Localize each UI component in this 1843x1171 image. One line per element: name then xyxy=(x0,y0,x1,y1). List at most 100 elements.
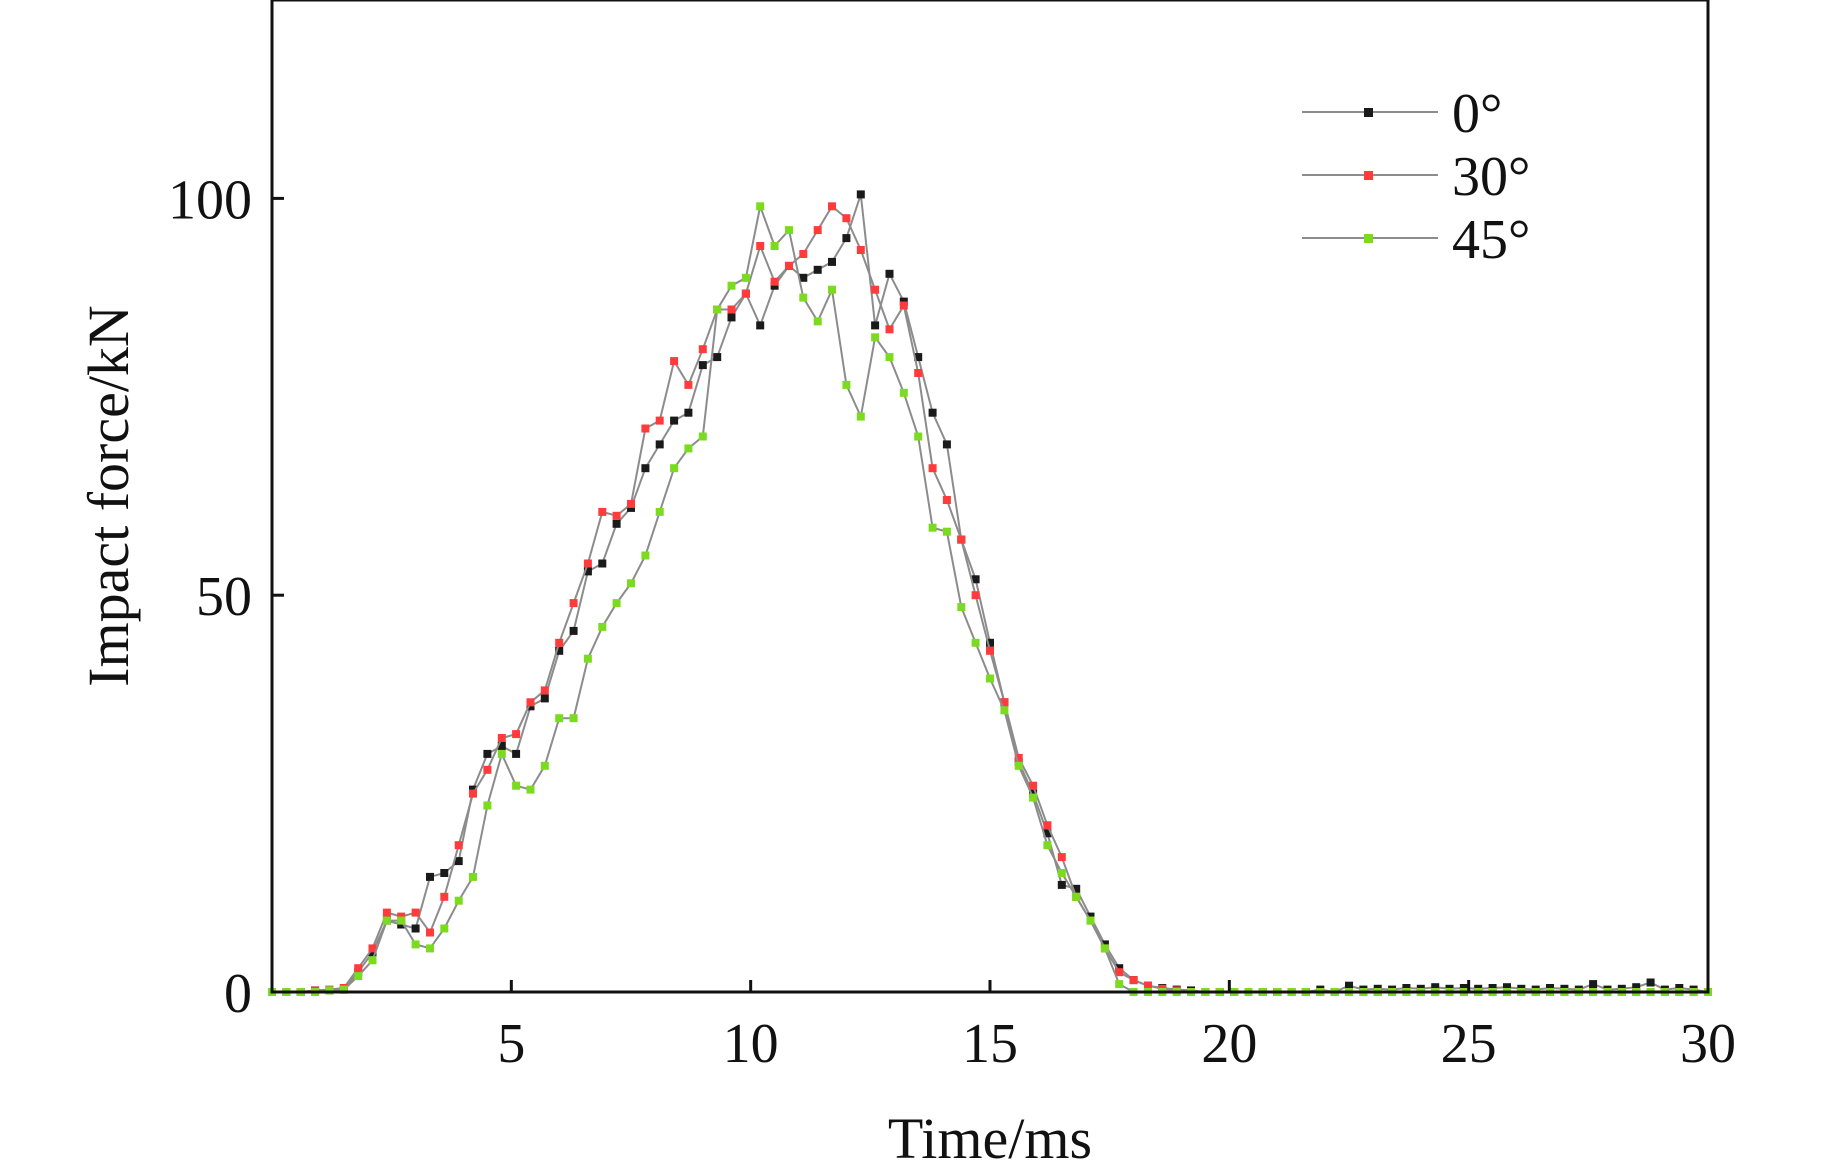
data-point xyxy=(555,714,564,723)
y-tick-label: 100 xyxy=(168,169,252,231)
data-point xyxy=(842,234,851,243)
data-point xyxy=(986,646,994,655)
data-point xyxy=(756,242,765,250)
data-point xyxy=(641,464,650,473)
data-point xyxy=(928,464,937,473)
data-point xyxy=(684,380,693,389)
data-point xyxy=(555,646,564,655)
data-point xyxy=(454,841,463,850)
data-point xyxy=(598,507,607,516)
data-point xyxy=(454,896,463,905)
data-point xyxy=(684,444,693,453)
data-point xyxy=(986,674,994,683)
data-point xyxy=(785,226,793,235)
data-point xyxy=(813,317,822,326)
y-tick-label: 0 xyxy=(224,963,252,1025)
data-point xyxy=(1029,793,1038,802)
legend-label: 30° xyxy=(1452,146,1530,208)
data-point xyxy=(1431,983,1440,992)
series-0 xyxy=(268,190,1712,996)
data-point xyxy=(698,345,707,354)
data-point xyxy=(627,579,635,588)
data-point xyxy=(1043,829,1052,838)
data-point xyxy=(1589,980,1598,989)
data-point xyxy=(885,353,894,362)
data-point xyxy=(1129,976,1138,985)
x-axis-title: Time/ms xyxy=(888,1106,1092,1171)
data-point xyxy=(785,261,793,270)
data-point xyxy=(756,321,765,330)
data-point xyxy=(928,408,937,417)
data-point xyxy=(497,742,506,750)
data-point xyxy=(813,226,822,235)
data-point xyxy=(1086,916,1095,925)
data-point xyxy=(1014,761,1023,770)
data-point xyxy=(713,353,722,362)
data-point xyxy=(727,281,736,290)
data-point xyxy=(670,416,679,425)
data-point xyxy=(1646,978,1655,987)
data-point xyxy=(1115,968,1124,977)
data-point xyxy=(899,301,908,310)
legend: 0°30°45° xyxy=(1302,83,1530,271)
data-point xyxy=(440,869,449,877)
data-point xyxy=(1345,981,1353,990)
data-point xyxy=(971,575,980,584)
data-point xyxy=(569,599,578,608)
data-point xyxy=(1057,853,1066,862)
data-point xyxy=(1043,841,1052,850)
data-point xyxy=(957,535,966,544)
data-point xyxy=(942,527,951,536)
data-point xyxy=(1072,884,1081,893)
data-point xyxy=(799,250,808,258)
data-point xyxy=(1057,869,1066,877)
legend-item: 45° xyxy=(1302,209,1530,271)
data-point xyxy=(727,305,736,314)
data-point xyxy=(828,285,836,294)
series-layer xyxy=(268,190,1712,996)
data-point xyxy=(713,305,722,314)
data-point xyxy=(799,293,808,302)
data-point xyxy=(483,801,492,810)
data-point xyxy=(1057,880,1066,889)
data-point xyxy=(440,924,449,933)
data-point xyxy=(569,714,578,723)
data-point xyxy=(583,559,592,568)
data-point xyxy=(483,749,492,758)
data-point xyxy=(842,214,851,223)
data-point xyxy=(1503,983,1511,992)
data-point xyxy=(986,638,994,647)
data-point xyxy=(871,333,880,342)
data-point xyxy=(741,289,750,298)
legend-item: 0° xyxy=(1302,83,1502,145)
x-tick-label: 25 xyxy=(1441,1013,1497,1075)
data-point xyxy=(1100,944,1109,953)
data-point xyxy=(756,202,765,211)
legend-marker xyxy=(1364,171,1373,180)
series-line xyxy=(272,202,1708,993)
data-point xyxy=(368,944,377,953)
data-point xyxy=(856,190,865,199)
legend-label: 0° xyxy=(1452,83,1502,145)
data-point xyxy=(1115,980,1124,989)
data-point xyxy=(871,321,880,330)
data-point xyxy=(368,956,377,965)
data-point xyxy=(885,269,894,278)
data-point xyxy=(885,325,894,334)
x-tick-label: 20 xyxy=(1201,1013,1257,1075)
data-point xyxy=(426,928,434,937)
data-point xyxy=(1000,698,1009,707)
data-point xyxy=(942,440,951,449)
x-tick-label: 5 xyxy=(497,1013,525,1075)
series-2 xyxy=(268,202,1712,996)
tick-layer: 5 10 15 20 25 30 0 50 100 xyxy=(168,169,1736,1075)
data-point xyxy=(354,964,363,973)
data-point xyxy=(741,273,750,282)
series-line xyxy=(272,194,1709,994)
data-point xyxy=(1072,892,1081,901)
legend-label: 45° xyxy=(1452,209,1530,271)
data-point xyxy=(411,924,420,933)
data-point xyxy=(957,603,966,612)
data-point xyxy=(641,424,650,433)
data-point xyxy=(828,257,836,266)
